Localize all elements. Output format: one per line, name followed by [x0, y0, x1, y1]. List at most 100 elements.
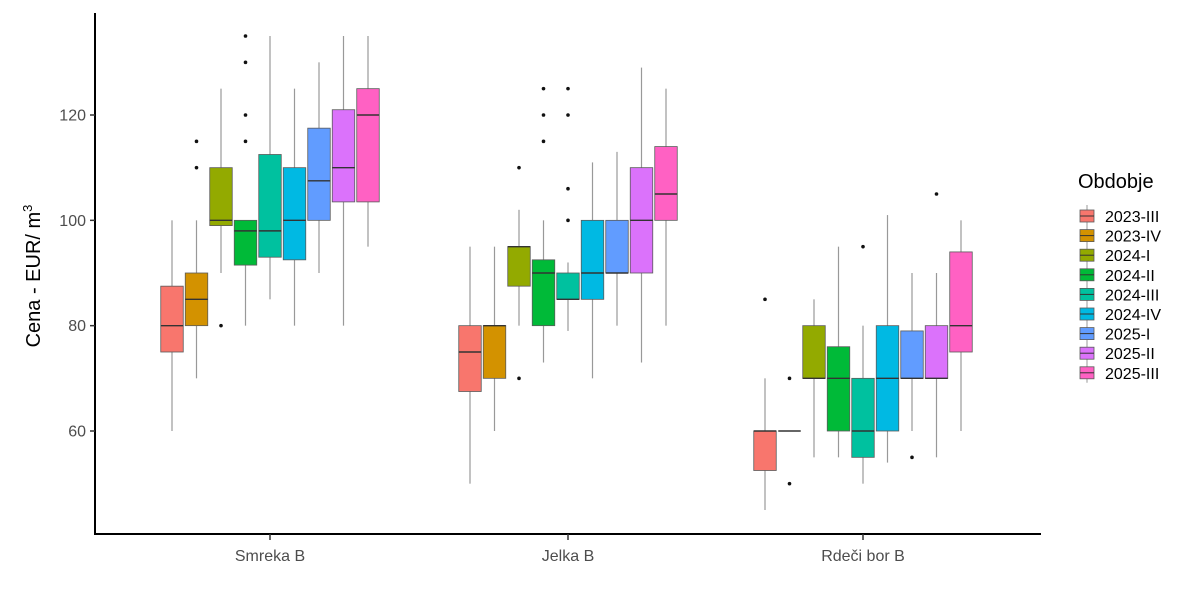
legend-item: 2024-IV: [1079, 303, 1161, 324]
outlier-point: [219, 323, 223, 328]
box-2025-I-Smreka B: [307, 62, 331, 273]
outlier-point: [243, 34, 248, 38]
x-tick-label: Rdeči bor B: [821, 548, 905, 565]
box-iqr: [209, 167, 233, 226]
box-iqr: [802, 325, 826, 379]
box-iqr: [851, 377, 875, 458]
box-iqr: [482, 325, 507, 379]
box-iqr: [507, 246, 531, 287]
outlier-point: [541, 86, 546, 91]
box-iqr: [160, 285, 184, 353]
outlier-point: [934, 192, 939, 196]
box-2024-III-Smreka B: [258, 35, 282, 300]
y-axis-title-superscript: 3: [20, 205, 35, 212]
legend-label: 2024-IV: [1105, 307, 1161, 324]
legend-item: 2024-II: [1079, 263, 1155, 285]
legend-label: 2024-II: [1105, 268, 1155, 285]
legend-label: 2025-II: [1105, 346, 1155, 363]
box-2024-II-Smreka B: [233, 34, 258, 326]
outlier-point: [194, 165, 199, 170]
outlier-point: [541, 139, 546, 144]
legend-item: 2025-II: [1079, 342, 1155, 364]
box-2024-IV-Smreka B: [282, 88, 307, 326]
box-2024-II-Rdeči bor B: [826, 246, 851, 458]
box-iqr: [556, 272, 580, 300]
box-2024-I-Rdeči bor B: [802, 299, 826, 458]
y-tick-label: 80: [68, 318, 86, 335]
box-2025-III-Jelka B: [654, 88, 678, 326]
legend-title: Obdobje: [1078, 171, 1154, 193]
y-tick-label: 120: [59, 107, 86, 124]
box-2025-II-Smreka B: [331, 35, 356, 326]
x-ticks: Smreka B Jelka B Rdeči bor B: [235, 534, 905, 565]
box-2024-IV-Jelka B: [580, 162, 605, 379]
outlier-point: [566, 218, 570, 223]
outlier-point: [566, 86, 570, 91]
box-iqr: [826, 346, 851, 432]
outlier-point: [243, 113, 248, 117]
box-iqr: [233, 219, 258, 266]
legend-label: 2024-III: [1105, 287, 1159, 304]
box-iqr: [949, 251, 973, 353]
y-tick-label: 100: [59, 213, 86, 230]
box-iqr: [924, 325, 949, 379]
outlier-point: [861, 244, 865, 249]
box-iqr: [282, 167, 307, 261]
y-axis-title-base: Cena - EUR/ m: [23, 212, 45, 348]
outlier-point: [243, 60, 248, 65]
legend: Obdobje 2023-III 2023-IV 2024-I 2024-II 2024…: [1078, 171, 1161, 383]
legend-label: 2025-I: [1105, 327, 1150, 344]
outlier-point: [243, 139, 248, 144]
box-iqr: [356, 88, 380, 203]
box-2023-III-Smreka B: [160, 220, 184, 431]
box-2024-IV-Rdeči bor B: [875, 215, 900, 463]
box-iqr: [458, 325, 482, 392]
legend-label: 2025-III: [1105, 366, 1159, 383]
box-2024-I-Jelka B: [507, 165, 531, 381]
box-2023-IV-Smreka B: [184, 139, 209, 379]
outlier-point: [566, 113, 570, 117]
box-iqr: [307, 127, 331, 221]
legend-item: 2024-I: [1079, 244, 1150, 266]
plot-area: [160, 34, 973, 511]
legend-label: 2024-I: [1105, 248, 1150, 265]
box-2025-III-Smreka B: [356, 35, 380, 247]
box-2025-II-Rdeči bor B: [924, 192, 949, 458]
box-iqr: [654, 146, 678, 221]
legend-item: 2025-I: [1079, 322, 1150, 344]
outlier-point: [541, 113, 546, 117]
y-ticks: 60 80 100 120: [59, 107, 95, 441]
box-2025-I-Jelka B: [605, 151, 629, 326]
box-iqr: [258, 154, 282, 258]
legend-item: 2024-III: [1079, 283, 1159, 305]
outlier-point: [787, 481, 792, 486]
outlier-point: [194, 139, 199, 144]
y-tick-label: 60: [68, 424, 86, 441]
legend-item: 2025-III: [1079, 361, 1159, 383]
box-2023-IV-Rdeči bor B: [778, 376, 801, 486]
y-axis-title: Cena - EUR/ m3: [20, 205, 45, 348]
box-iqr: [753, 430, 777, 471]
box-2025-I-Rdeči bor B: [900, 272, 924, 460]
legend-item: 2023-IV: [1079, 224, 1161, 246]
box-iqr: [900, 330, 924, 379]
box-2025-II-Jelka B: [629, 67, 654, 363]
box-2024-II-Jelka B: [531, 86, 556, 363]
outlier-point: [910, 455, 914, 460]
x-tick-label: Smreka B: [235, 548, 305, 565]
outlier-point: [566, 186, 570, 191]
box-2023-III-Jelka B: [458, 246, 482, 484]
box-2024-I-Smreka B: [209, 88, 233, 328]
box-iqr: [331, 109, 356, 203]
box-2023-III-Rdeči bor B: [753, 297, 777, 511]
outlier-point: [517, 376, 521, 381]
legend-item: 2023-III: [1079, 205, 1159, 226]
outlier-point: [763, 297, 767, 302]
box-iqr: [605, 219, 629, 274]
legend-label: 2023-III: [1105, 209, 1159, 226]
box-iqr: [580, 219, 605, 300]
box-2025-III-Rdeči bor B: [949, 220, 973, 431]
outlier-point: [787, 376, 792, 381]
box-2024-III-Rdeči bor B: [851, 244, 875, 484]
